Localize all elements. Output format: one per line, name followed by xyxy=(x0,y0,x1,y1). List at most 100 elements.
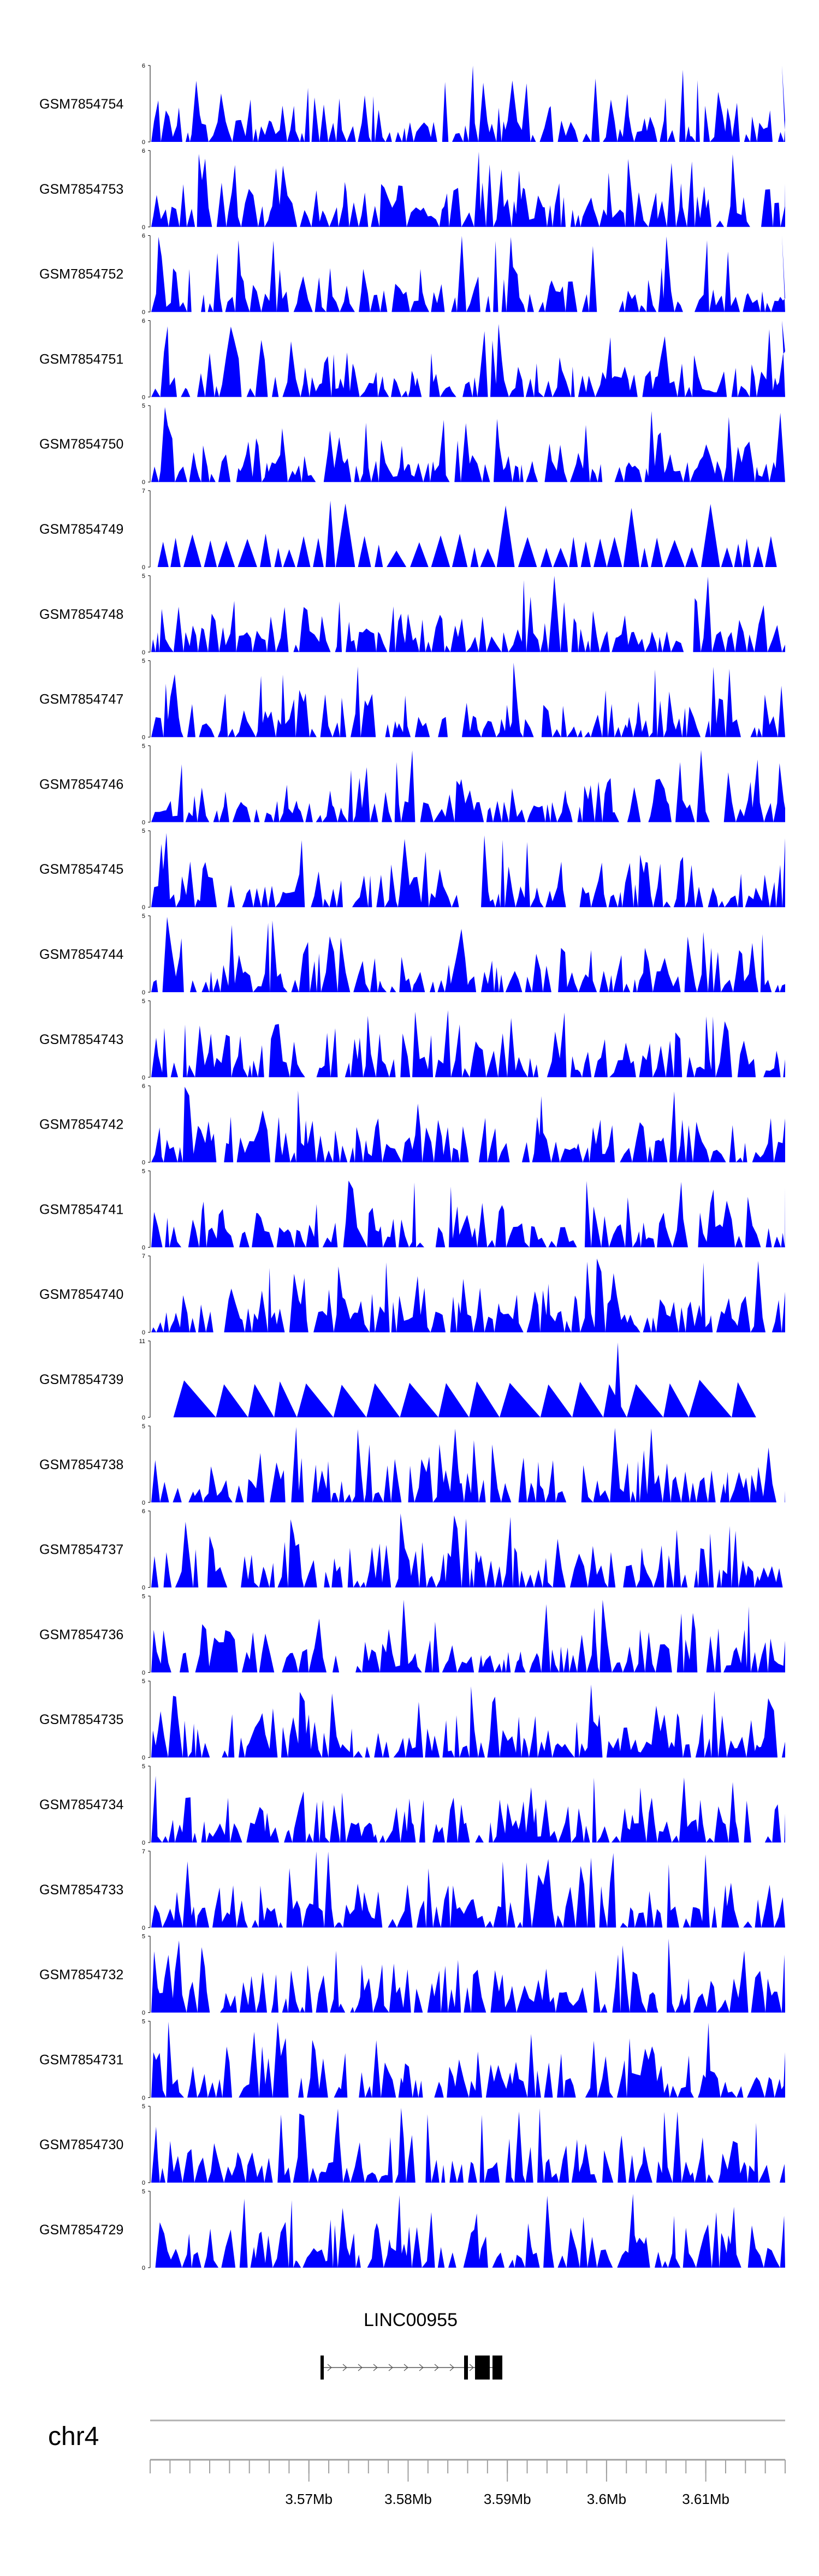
track-y-min-label: 0 xyxy=(142,2010,145,2017)
track-y-max-label: 6 xyxy=(142,1083,145,1090)
track-y-max-label: 5 xyxy=(142,1678,145,1685)
coverage-area xyxy=(151,1010,785,1077)
track-label: GSM7854732 xyxy=(39,1967,123,1983)
track-gsm7854744: GSM7854744 5 0 xyxy=(39,913,785,996)
track-label: GSM7854738 xyxy=(39,1457,123,1472)
coverage-area xyxy=(151,407,785,482)
track-y-max-label: 11 xyxy=(139,1338,145,1345)
track-label: GSM7854737 xyxy=(39,1542,123,1558)
track-label: GSM7854749 xyxy=(39,522,123,537)
track-gsm7854745: GSM7854745 5 0 xyxy=(39,828,785,911)
chromosome-label: chr4 xyxy=(48,2422,99,2451)
track-y-min-label: 0 xyxy=(142,309,145,316)
coverage-tracks: GSM785475460GSM785475360GSM785475260GSM7… xyxy=(39,63,785,2271)
track-gsm7854732: GSM7854732 5 0 xyxy=(39,1934,785,2017)
track-y-max-label: 5 xyxy=(142,828,145,834)
track-gsm7854748: GSM7854748 5 0 xyxy=(39,573,785,656)
genome-axis-panel: chr4 3.57Mb 3.58Mb 3.59Mb 3.6Mb 3.61Mb xyxy=(48,2419,786,2507)
axis-tick-label: 3.58Mb xyxy=(384,2491,432,2507)
gene-exon xyxy=(321,2356,324,2380)
track-y-max-label: 7 xyxy=(142,1848,145,1855)
track-label: GSM7854736 xyxy=(39,1627,123,1642)
track-label: GSM7854747 xyxy=(39,692,123,707)
coverage-area xyxy=(151,500,785,567)
track-label: GSM7854739 xyxy=(39,1372,123,1387)
track-gsm7854749: GSM7854749 7 0 xyxy=(39,488,785,571)
coverage-area xyxy=(151,235,785,312)
coverage-area xyxy=(151,1427,785,1502)
coverage-area xyxy=(151,2022,785,2098)
track-y-max-label: 5 xyxy=(142,743,145,749)
strand-arrow xyxy=(403,2364,408,2371)
strand-arrow xyxy=(469,2364,474,2371)
track-y-max-label: 5 xyxy=(142,658,145,665)
track-label: GSM7854731 xyxy=(39,2052,123,2067)
track-y-min-label: 0 xyxy=(142,2095,145,2101)
track-y-max-label: 6 xyxy=(142,148,145,154)
strand-arrow xyxy=(434,2364,439,2371)
coverage-area xyxy=(151,1939,785,2013)
track-y-min-label: 0 xyxy=(142,564,145,571)
track-y-max-label: 5 xyxy=(142,403,145,409)
track-gsm7854730: GSM7854730 5 0 xyxy=(39,2103,785,2186)
axis-tick-label: 3.59Mb xyxy=(484,2491,531,2507)
coverage-area xyxy=(151,1087,785,1162)
track-y-max-label: 6 xyxy=(142,233,145,240)
track-label: GSM7854744 xyxy=(39,947,123,962)
coverage-area xyxy=(151,1851,785,1928)
track-gsm7854739: GSM7854739 11 0 xyxy=(39,1338,785,1421)
track-y-max-label: 5 xyxy=(142,2189,145,2195)
track-y-min-label: 0 xyxy=(142,819,145,826)
track-y-min-label: 0 xyxy=(142,2265,145,2271)
coverage-area xyxy=(151,1342,785,1417)
track-gsm7854735: GSM7854735 5 0 xyxy=(39,1678,785,1761)
track-y-max-label: 5 xyxy=(142,2018,145,2025)
gene-exon xyxy=(464,2356,468,2380)
track-label: GSM7854746 xyxy=(39,777,123,792)
track-gsm7854752: GSM7854752 6 0 xyxy=(39,233,785,316)
axis-tick-label: 3.61Mb xyxy=(682,2491,729,2507)
track-label: GSM7854740 xyxy=(39,1287,123,1302)
track-y-min-label: 0 xyxy=(142,735,145,741)
track-y-min-label: 0 xyxy=(142,1415,145,1421)
track-y-min-label: 0 xyxy=(142,1925,145,1931)
strand-arrow xyxy=(388,2364,393,2371)
coverage-area xyxy=(151,917,785,992)
track-y-min-label: 0 xyxy=(142,1500,145,1506)
track-label: GSM7854750 xyxy=(39,437,123,452)
track-y-max-label: 6 xyxy=(142,318,145,324)
track-gsm7854742: GSM7854742 6 0 xyxy=(39,1083,785,1166)
axis-ticks: 3.57Mb 3.58Mb 3.59Mb 3.6Mb 3.61Mb xyxy=(150,2460,786,2507)
track-gsm7854736: GSM7854736 5 0 xyxy=(39,1593,785,1676)
track-y-max-label: 5 xyxy=(142,1934,145,1940)
track-y-min-label: 0 xyxy=(142,1244,145,1251)
track-y-max-label: 7 xyxy=(142,488,145,494)
gene-label-linc00955: LINC00955 xyxy=(364,2310,458,2330)
track-y-max-label: 5 xyxy=(142,1593,145,1600)
coverage-area xyxy=(151,320,785,397)
coverage-area xyxy=(151,1513,785,1588)
track-label: GSM7854742 xyxy=(39,1117,123,1132)
track-label: GSM7854752 xyxy=(39,267,123,282)
track-y-min-label: 0 xyxy=(142,1755,145,1761)
track-y-min-label: 0 xyxy=(142,479,145,486)
track-label: GSM7854733 xyxy=(39,1882,123,1898)
coverage-area xyxy=(151,833,785,908)
track-label: GSM7854753 xyxy=(39,182,123,197)
track-label: GSM7854751 xyxy=(39,351,123,367)
track-gsm7854731: GSM7854731 5 0 xyxy=(39,2018,785,2101)
track-y-min-label: 0 xyxy=(142,1329,145,1336)
gene-model-linc00955 xyxy=(321,2356,502,2380)
coverage-area xyxy=(151,2108,785,2183)
track-label: GSM7854748 xyxy=(39,607,123,622)
coverage-area xyxy=(151,65,785,142)
axis-tick-label: 3.57Mb xyxy=(285,2491,333,2507)
track-gsm7854734: GSM7854734 5 0 xyxy=(39,1763,785,1846)
track-gsm7854741: GSM7854741 5 0 xyxy=(39,1168,785,1251)
coverage-area xyxy=(151,1259,785,1333)
track-gsm7854743: GSM7854743 5 0 xyxy=(39,998,785,1081)
track-gsm7854754: GSM7854754 6 0 xyxy=(39,63,785,146)
track-y-min-label: 0 xyxy=(142,139,145,146)
track-y-min-label: 0 xyxy=(142,904,145,911)
